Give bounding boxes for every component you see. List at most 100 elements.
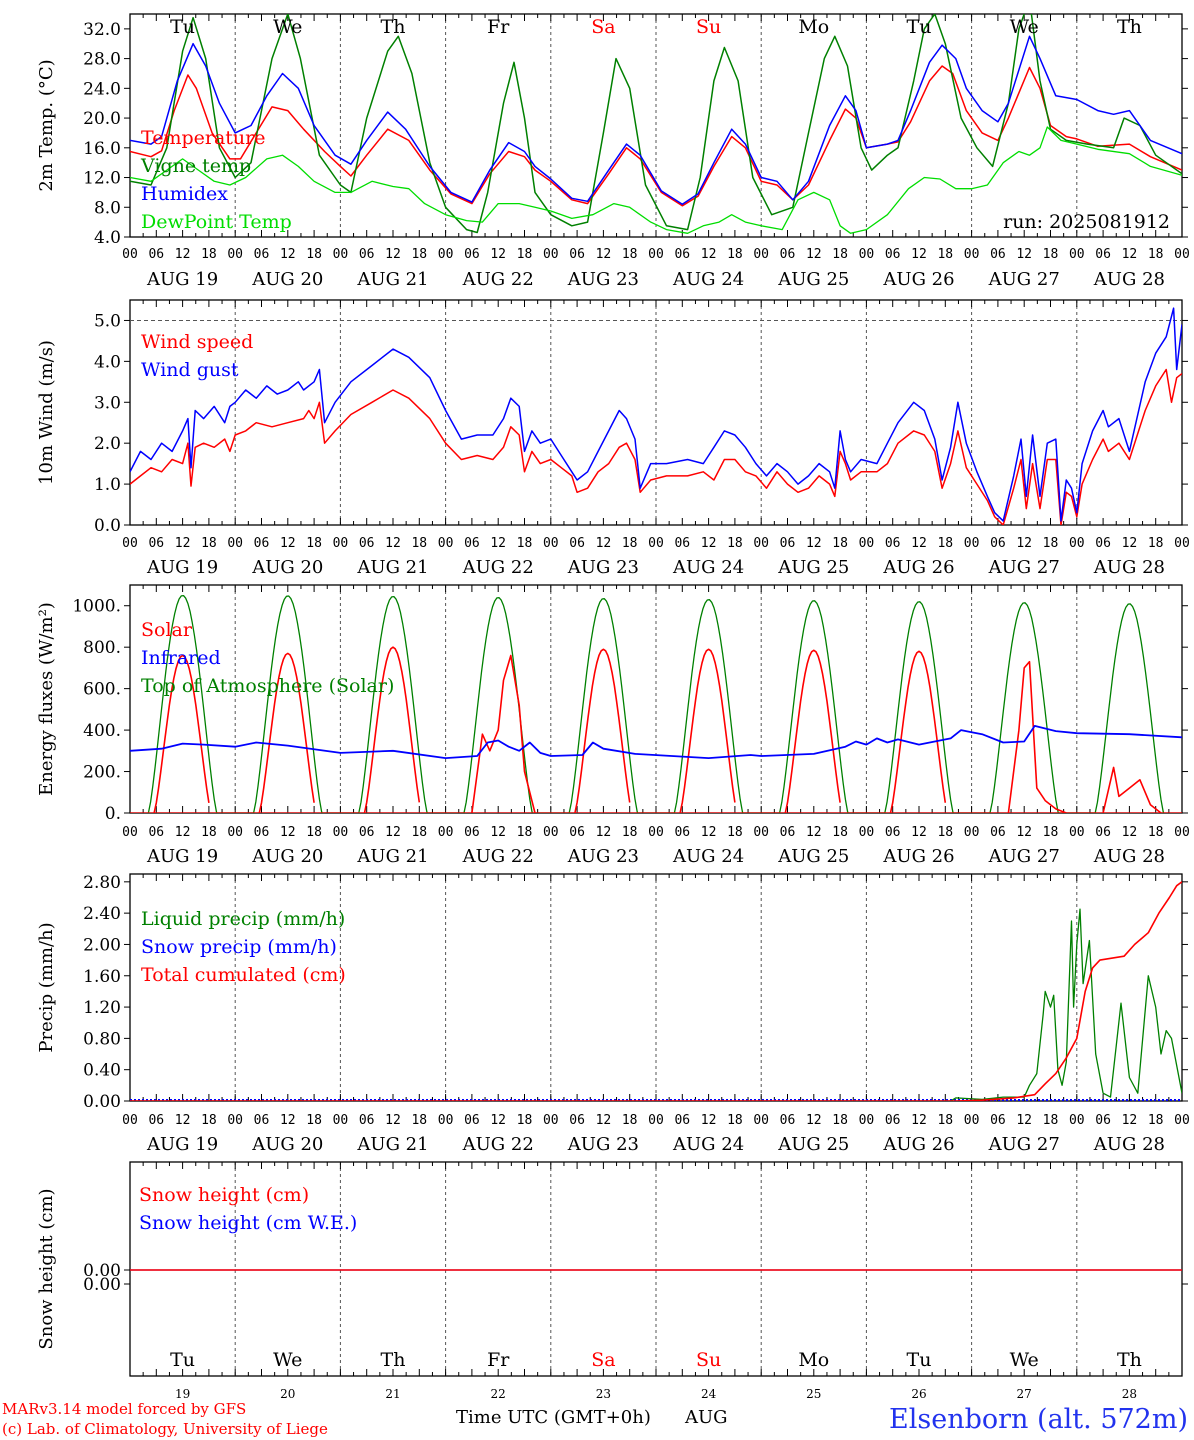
hour-tick-label: 00: [438, 247, 454, 262]
series-line: [258, 652, 315, 813]
series-line: [1102, 766, 1162, 813]
hour-tick-label: 12: [596, 825, 612, 840]
series-line: [363, 646, 421, 813]
series-line: [130, 65, 1182, 207]
hour-tick-label: 18: [832, 536, 848, 551]
hour-tick-label: 18: [727, 825, 743, 840]
legend-entry: Liquid precip (mm/h): [141, 908, 345, 930]
hour-tick-label: 00: [648, 1113, 664, 1128]
day-name-label: We: [1010, 16, 1039, 38]
date-label: AUG 24: [672, 269, 744, 290]
hour-tick-label: 00: [1069, 536, 1085, 551]
day-number-label: 21: [385, 1387, 400, 1401]
y-tick-label: 20.0: [83, 109, 121, 129]
legend-entry: Snow precip (mm/h): [141, 936, 337, 958]
hour-tick-label: 00: [122, 825, 138, 840]
hour-tick-label: 12: [490, 247, 506, 262]
legend-entry: Temperature: [141, 127, 265, 149]
day-number-label: 23: [596, 1387, 611, 1401]
series-line: [471, 654, 536, 813]
hour-tick-label: 06: [885, 1113, 901, 1128]
hour-tick-label: 18: [937, 536, 953, 551]
hour-tick-label: 06: [359, 825, 375, 840]
day-name-label: Fr: [487, 1349, 510, 1371]
hour-tick-label: 00: [543, 247, 559, 262]
date-label: AUG 22: [462, 557, 534, 578]
hour-tick-label: 18: [306, 536, 322, 551]
hour-tick-label: 06: [359, 1113, 375, 1128]
y-tick-label: 4.0: [94, 352, 121, 372]
y-tick-label: 32.0: [83, 20, 121, 40]
hour-tick-label: 00: [1174, 825, 1190, 840]
date-label: AUG 28: [1093, 269, 1165, 290]
day-number-label: 24: [701, 1387, 717, 1401]
date-label: AUG 24: [672, 1134, 744, 1155]
hour-tick-label: 18: [201, 825, 217, 840]
hour-tick-label: 18: [517, 247, 533, 262]
panel-3: 0. 200. 400. 600. 800. 1000. Energy fluxes (W/…: [36, 584, 1190, 867]
hour-tick-label: 06: [464, 825, 480, 840]
hour-tick-label: 00: [543, 536, 559, 551]
time-axis-label: Time UTC (GMT+0h): [456, 1407, 651, 1428]
hour-tick-label: 18: [306, 1113, 322, 1128]
y-tick-label: 0.00: [83, 1261, 121, 1281]
panel-1: 4.0 8.0 12.0 16.0 20.0 24.0 28.0 32.0 2m Temp. (…: [36, 13, 1190, 290]
hour-tick-label: 00: [1069, 825, 1085, 840]
hour-tick-label: 12: [280, 536, 296, 551]
day-name-label: Sa: [591, 1349, 615, 1371]
series-line: [130, 908, 1182, 1101]
legend-entry: Total cumulated (cm): [141, 964, 346, 986]
hour-tick-label: 06: [254, 1113, 270, 1128]
y-tick-label: 5.0: [94, 311, 121, 331]
day-name-label: Sa: [591, 16, 615, 38]
date-label: AUG 20: [251, 846, 323, 867]
day-name-label: Th: [1117, 1349, 1142, 1371]
y-tick-label: 2.00: [83, 935, 121, 955]
hour-tick-label: 00: [543, 825, 559, 840]
hour-tick-label: 00: [859, 1113, 875, 1128]
day-name-label: We: [273, 16, 302, 38]
hour-tick-label: 06: [780, 825, 796, 840]
hour-tick-label: 12: [911, 1113, 927, 1128]
hour-tick-label: 06: [359, 247, 375, 262]
hour-tick-label: 06: [674, 247, 690, 262]
hour-tick-label: 18: [1148, 247, 1164, 262]
hour-tick-label: 06: [1095, 1113, 1111, 1128]
hour-tick-label: 06: [990, 1113, 1006, 1128]
hour-tick-label: 18: [1148, 825, 1164, 840]
day-name-label: Tu: [170, 16, 195, 38]
y-tick-label: 1.60: [83, 967, 121, 987]
date-label: AUG 26: [882, 1134, 954, 1155]
y-tick-label: 0.40: [83, 1061, 121, 1081]
hour-tick-label: 06: [674, 825, 690, 840]
day-name-label: Tu: [907, 16, 932, 38]
legend-entry: DewPoint Temp: [141, 211, 292, 233]
date-label: AUG 21: [356, 557, 428, 578]
legend-entry: Snow height (cm W.E.): [139, 1212, 357, 1234]
hour-tick-label: 18: [622, 536, 638, 551]
hour-tick-label: 06: [464, 1113, 480, 1128]
series-group: [130, 14, 1182, 234]
date-label: AUG 21: [356, 1134, 428, 1155]
hour-tick-label: 12: [806, 247, 822, 262]
hour-tick-label: 00: [648, 247, 664, 262]
hour-tick-label: 18: [832, 825, 848, 840]
hour-tick-label: 00: [964, 247, 980, 262]
date-label: AUG 27: [988, 846, 1060, 867]
hour-tick-label: 12: [806, 536, 822, 551]
hour-tick-label: 00: [122, 536, 138, 551]
hour-tick-label: 18: [832, 1113, 848, 1128]
hour-tick-label: 12: [806, 825, 822, 840]
date-label: AUG 27: [988, 1134, 1060, 1155]
hour-tick-label: 06: [148, 825, 164, 840]
hour-tick-label: 06: [990, 247, 1006, 262]
hour-tick-label: 18: [201, 247, 217, 262]
hour-tick-label: 18: [411, 536, 427, 551]
hour-tick-label: 06: [148, 536, 164, 551]
hour-tick-label: 00: [1174, 1113, 1190, 1128]
hour-tick-label: 12: [1122, 247, 1138, 262]
hour-tick-label: 00: [227, 536, 243, 551]
y-tick-label: 4.0: [94, 228, 121, 248]
hour-tick-label: 06: [464, 536, 480, 551]
hour-tick-label: 12: [596, 247, 612, 262]
